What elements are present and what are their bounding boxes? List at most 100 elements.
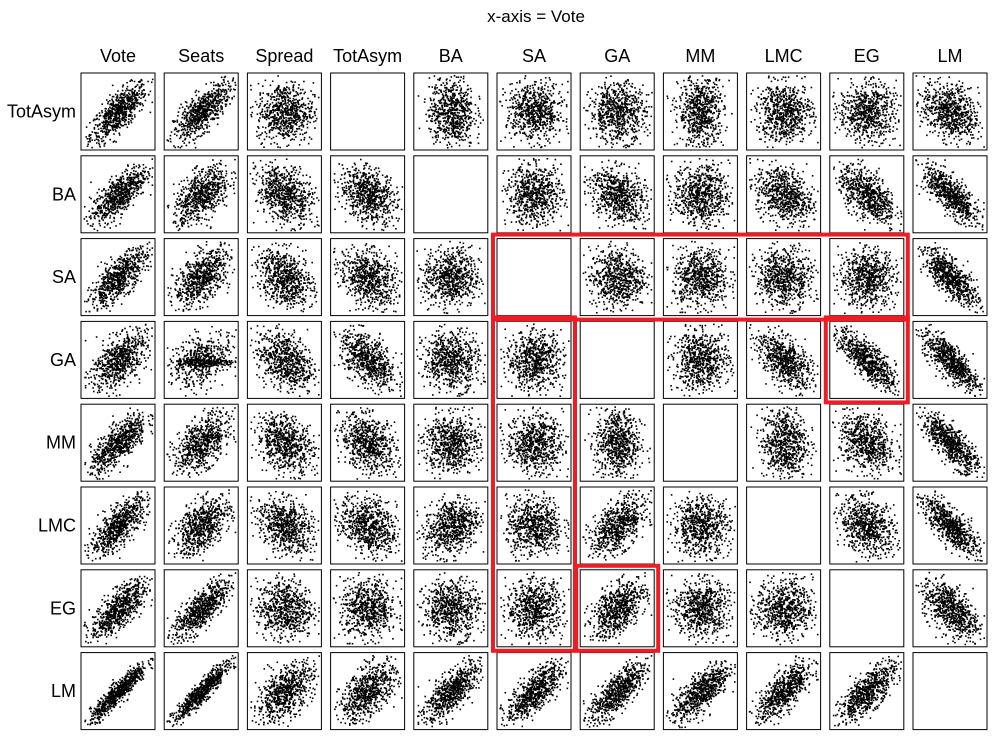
scatter-point — [696, 79, 699, 81]
scatter-point — [453, 103, 456, 106]
scatter-point — [209, 100, 212, 103]
scatter-point — [125, 114, 128, 116]
scatter-point — [514, 114, 516, 117]
scatter-point — [623, 94, 626, 96]
scatter-point — [128, 89, 131, 92]
scatter-point — [714, 140, 716, 143]
scatter-point — [688, 79, 691, 82]
scatter-point — [599, 107, 602, 110]
scatter-point — [113, 125, 115, 127]
scatter-point — [201, 98, 203, 100]
scatter-point — [603, 129, 605, 131]
scatter-point — [148, 94, 150, 96]
scatter-point — [283, 130, 285, 132]
scatter-point — [599, 137, 602, 139]
panel-totasym-vs-spread — [246, 72, 322, 151]
scatter-point — [474, 123, 476, 125]
scatter-point — [189, 112, 192, 114]
scatter-point — [542, 121, 544, 123]
scatter-point — [267, 114, 270, 117]
scatter-point — [435, 141, 437, 143]
scatter-point — [90, 134, 92, 136]
scatter-point — [532, 114, 534, 116]
scatter-point — [185, 114, 188, 116]
scatter-point — [462, 97, 464, 100]
scatter-point — [434, 110, 436, 113]
scatter-point — [282, 137, 285, 140]
scatter-point — [454, 117, 457, 120]
scatter-point — [442, 117, 444, 119]
scatter-point — [200, 123, 202, 126]
scatter-point — [204, 113, 207, 115]
scatter-point — [282, 107, 284, 109]
scatter-point — [301, 97, 304, 99]
scatter-point — [603, 122, 606, 125]
scatter-point — [204, 95, 206, 98]
scatter-point — [118, 105, 120, 107]
scatter-point — [289, 122, 291, 124]
scatter-point — [206, 124, 208, 126]
scatter-point — [445, 81, 448, 84]
scatter-point — [764, 113, 766, 116]
scatter-point — [215, 94, 218, 97]
scatter-point — [450, 91, 453, 93]
scatter-point — [532, 107, 535, 110]
scatter-point — [446, 105, 449, 107]
scatter-point — [441, 106, 444, 109]
scatter-point — [116, 107, 118, 110]
scatter-point — [533, 80, 536, 83]
scatter-point — [133, 108, 136, 111]
scatter-point — [691, 107, 694, 109]
scatter-point — [256, 130, 258, 133]
scatter-point — [278, 106, 281, 108]
scatter-point — [432, 92, 434, 95]
scatter-point — [437, 120, 440, 122]
scatter-point — [204, 93, 207, 96]
scatter-point — [526, 86, 529, 89]
scatter-point — [697, 143, 700, 145]
scatter-point — [451, 135, 453, 138]
scatter-point — [513, 120, 515, 122]
scatter-point — [522, 109, 525, 111]
scatter-point — [217, 90, 220, 93]
scatter-point — [434, 93, 437, 95]
scatter-point — [118, 113, 121, 115]
scatter-point — [458, 144, 461, 147]
scatter-point — [282, 96, 285, 99]
scatter-point — [268, 123, 270, 126]
scatter-point — [450, 76, 453, 78]
scatter-point — [683, 79, 685, 82]
scatter-point — [91, 139, 93, 141]
scatter-point — [621, 101, 623, 104]
scatter-point — [229, 90, 231, 92]
scatter-point — [622, 114, 624, 117]
scatter-point — [602, 137, 605, 140]
scatter-point — [459, 102, 462, 105]
scatter-point — [206, 126, 208, 129]
scatter-point — [445, 92, 447, 94]
scatter-point — [724, 95, 726, 97]
scatter-point — [231, 97, 233, 99]
scatter-point — [525, 104, 528, 107]
scatter-point — [142, 96, 145, 99]
column-label-ga: GA — [604, 46, 630, 66]
scatter-point — [106, 134, 108, 136]
scatter-point — [122, 124, 125, 127]
scatter-point — [118, 107, 121, 110]
scatter-point — [513, 112, 516, 115]
scatter-point — [785, 85, 787, 88]
scatter-point — [509, 92, 512, 95]
scatter-point — [117, 106, 119, 108]
scatter-point — [605, 143, 607, 145]
scatter-point — [263, 116, 265, 118]
scatter-point — [638, 106, 641, 108]
scatter-point — [518, 130, 521, 133]
scatter-point — [674, 106, 676, 108]
scatter-point — [140, 92, 143, 94]
scatter-point — [606, 96, 608, 99]
scatter-point — [217, 93, 219, 96]
scatter-point — [439, 113, 442, 116]
scatter-point — [461, 96, 463, 99]
scatter-point — [438, 89, 441, 91]
scatter-point — [194, 120, 197, 123]
